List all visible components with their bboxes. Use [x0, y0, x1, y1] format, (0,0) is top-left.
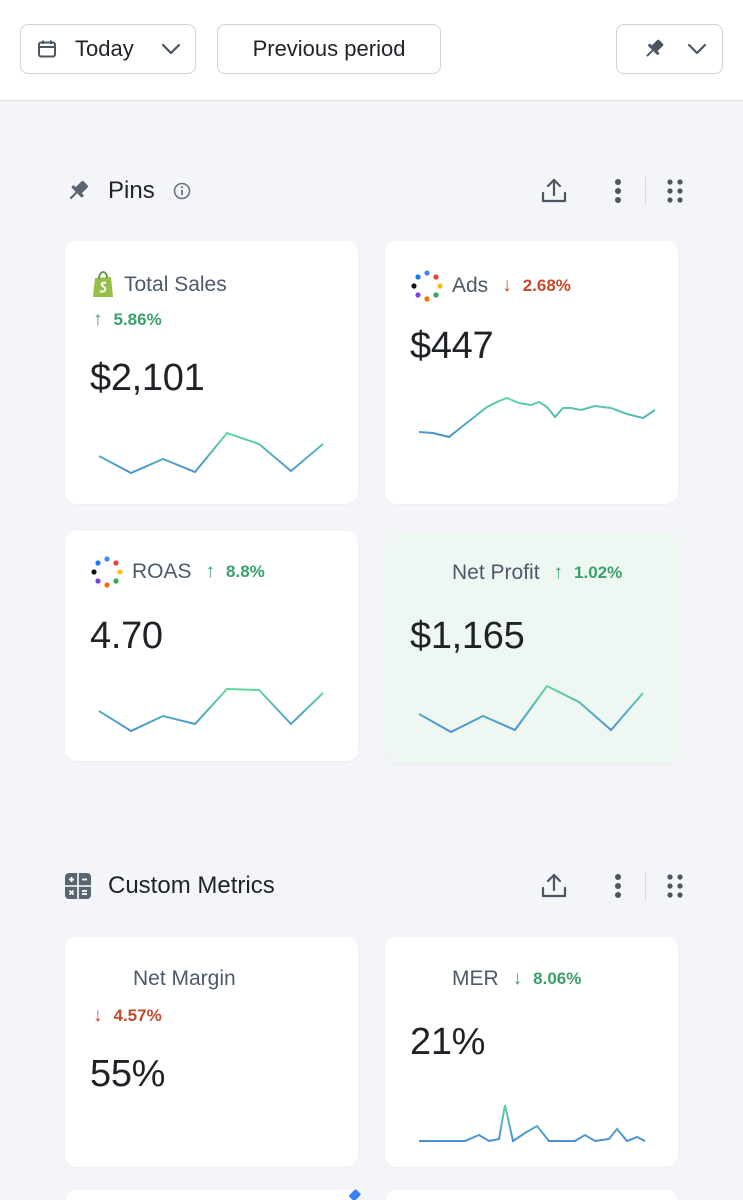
drag-handle-icon[interactable] [666, 177, 684, 205]
sparkline [418, 396, 655, 439]
arrow-down-icon: ↓ [93, 1005, 103, 1026]
metric-card-partial [385, 1190, 678, 1200]
metric-card-total-sales[interactable]: Total Sales ↑ 5.86% $2,101 [65, 241, 358, 504]
sparkline [419, 1104, 646, 1143]
share-icon[interactable] [539, 176, 569, 206]
section-title: Pins [108, 177, 155, 204]
metric-card-partial [65, 1190, 358, 1200]
metric-value: $447 [410, 325, 494, 367]
delta-badge: ↑ 5.86% [93, 309, 162, 331]
delta-badge: ↓ 4.57% [93, 1005, 162, 1027]
delta-value: 2.68% [522, 276, 571, 295]
shopify-icon [93, 271, 113, 297]
metric-name: Net Margin [133, 967, 236, 990]
pin-menu-button[interactable] [616, 24, 723, 74]
metric-card-ads[interactable]: Ads ↓ 2.68% $447 [385, 241, 678, 504]
arrow-down-icon: ↓ [502, 275, 512, 296]
pin-icon [349, 1189, 361, 1200]
metric-card-mer[interactable]: MER ↓ 8.06% 21% [385, 937, 678, 1167]
metric-name: ROAS [132, 560, 192, 583]
sparkline [418, 684, 644, 734]
chevron-down-icon [687, 43, 707, 55]
divider [645, 872, 646, 900]
metric-card-roas[interactable]: ROAS ↑ 8.8% 4.70 [65, 531, 358, 761]
delta-value: 1.02% [574, 563, 623, 582]
drag-handle-icon[interactable] [666, 872, 684, 900]
custom-metrics-section-header: Custom Metrics [64, 866, 684, 906]
pin-icon [69, 181, 88, 200]
pins-section-header: Pins [64, 171, 684, 211]
sparkline-line [98, 687, 324, 733]
delta-badge: ↓ 2.68% [502, 275, 571, 297]
metric-value: $1,165 [410, 615, 525, 657]
sparkline-line [418, 684, 644, 734]
sparkline-line [419, 1104, 646, 1143]
metric-name: MER [452, 967, 499, 990]
delta-badge: ↑ 8.8% [206, 561, 265, 583]
delta-value: 4.57% [113, 1006, 162, 1025]
calendar-icon [38, 40, 56, 58]
sparkline [98, 687, 324, 733]
multi-dot-icon [91, 556, 123, 588]
section-title: Custom Metrics [108, 872, 275, 899]
arrow-up-icon: ↑ [205, 561, 216, 582]
sparkline-line [418, 396, 655, 439]
compare-period-button[interactable]: Previous period [217, 24, 441, 74]
chevron-down-icon [161, 43, 181, 55]
arrow-up-icon: ↑ [553, 562, 564, 583]
calculator-icon [65, 873, 91, 899]
metric-name: Ads [452, 274, 489, 297]
delta-badge: ↑ 1.02% [554, 562, 623, 584]
sparkline-line [98, 431, 324, 475]
compare-period-label: Previous period [252, 36, 406, 61]
delta-value: 8.06% [533, 969, 582, 988]
more-vertical-icon[interactable] [613, 872, 623, 900]
metric-value: 55% [90, 1053, 166, 1095]
multi-dot-icon [411, 270, 443, 302]
top-toolbar: Today Previous period [0, 0, 743, 101]
metric-value: 21% [410, 1021, 486, 1063]
metric-card-net-margin[interactable]: Net Margin ↓ 4.57% 55% [65, 937, 358, 1167]
divider [645, 177, 646, 205]
sparkline [98, 431, 324, 475]
metric-card-net-profit[interactable]: Net Profit ↑ 1.02% $1,165 [385, 531, 678, 763]
section-actions [539, 171, 684, 211]
pin-icon [646, 39, 664, 57]
arrow-down-icon: ↓ [512, 968, 523, 989]
arrow-up-icon: ↑ [93, 309, 103, 330]
metric-name: Total Sales [124, 273, 227, 296]
delta-badge: ↓ 8.06% [513, 968, 582, 990]
metric-value: $2,101 [90, 357, 205, 399]
share-icon[interactable] [539, 871, 569, 901]
delta-value: 5.86% [113, 310, 162, 329]
date-range-button[interactable]: Today [20, 24, 196, 74]
info-icon[interactable] [173, 182, 191, 200]
more-vertical-icon[interactable] [613, 177, 623, 205]
section-actions [539, 866, 684, 906]
delta-value: 8.8% [226, 562, 265, 581]
date-range-label: Today [75, 36, 134, 61]
metric-value: 4.70 [90, 615, 163, 657]
metric-name: Net Profit [452, 561, 540, 584]
